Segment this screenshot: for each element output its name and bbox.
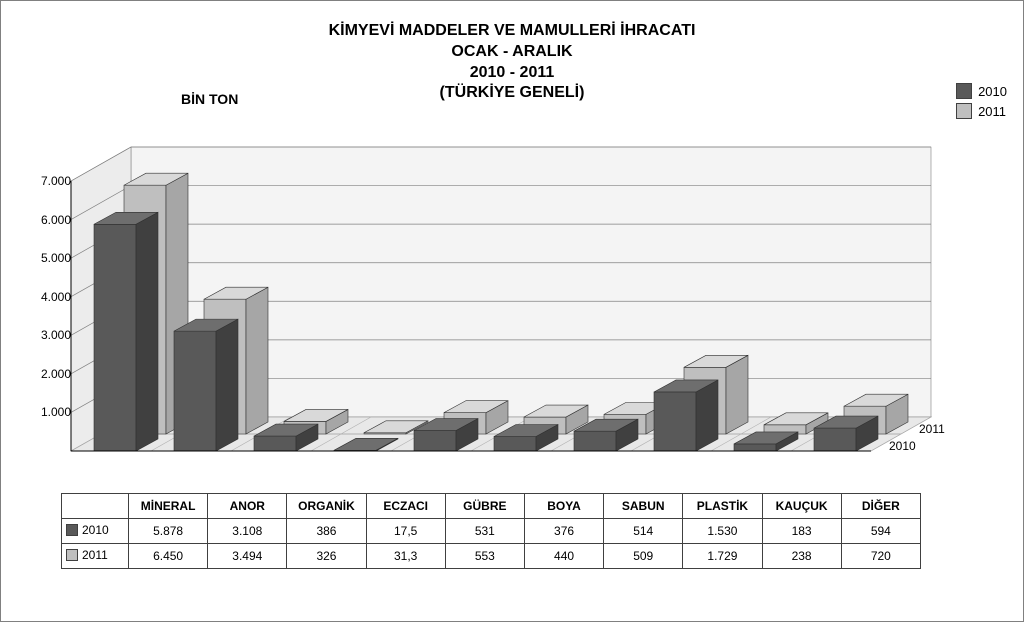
table-row-header: 2010 [62,519,129,544]
legend-item-2011: 2011 [956,103,1007,119]
table-cell: 3.494 [208,544,287,569]
table-row-header: 2011 [62,544,129,569]
table-cell: 3.108 [208,519,287,544]
table-col-header: ANOR [208,494,287,519]
table-col-header: BOYA [524,494,603,519]
table-cell: 238 [762,544,841,569]
table-cell: 509 [604,544,683,569]
table-col-header: ECZACI [366,494,445,519]
table-corner [62,494,129,519]
row-label: 2010 [82,523,109,537]
table-cell: 440 [524,544,603,569]
title-line-4: (TÜRKİYE GENELİ) [1,83,1023,104]
table-cell: 17,5 [366,519,445,544]
title-line-2: OCAK - ARALIK [1,42,1023,63]
chart-svg [61,151,961,471]
table-cell: 376 [524,519,603,544]
table-col-header: SABUN [604,494,683,519]
depth-axis-label-2010: 2010 [889,439,916,453]
table-cell: 1.530 [683,519,762,544]
title-line-3: 2010 - 2011 [1,63,1023,84]
chart-title: KİMYEVİ MADDELER VE MAMULLERİ İHRACATI O… [1,21,1023,104]
table-cell: 183 [762,519,841,544]
table-cell: 514 [604,519,683,544]
table-cell: 5.878 [129,519,208,544]
table-cell: 720 [841,544,920,569]
table-col-header: KAUÇUK [762,494,841,519]
table-col-header: MİNERAL [129,494,208,519]
table-cell: 1.729 [683,544,762,569]
table-col-header: ORGANİK [287,494,366,519]
table-cell: 31,3 [366,544,445,569]
legend-swatch-2010 [956,83,972,99]
legend-swatch-2011 [956,103,972,119]
table-cell: 386 [287,519,366,544]
table-col-header: GÜBRE [445,494,524,519]
legend-label-2011: 2011 [978,104,1006,119]
chart-page: KİMYEVİ MADDELER VE MAMULLERİ İHRACATI O… [0,0,1024,622]
table-row: 2010 5.8783.10838617,55313765141.53018359… [62,519,921,544]
table-cell: 6.450 [129,544,208,569]
table-cell: 594 [841,519,920,544]
legend: 2010 2011 [956,83,1007,123]
table-row: 2011 6.4503.49432631,35534405091.72923872… [62,544,921,569]
row-swatch [66,549,78,561]
chart-plot-area [61,151,961,471]
table-col-header: PLASTİK [683,494,762,519]
legend-item-2010: 2010 [956,83,1007,99]
table-cell: 553 [445,544,524,569]
data-table: MİNERALANORORGANİKECZACIGÜBREBOYASABUNPL… [61,493,921,569]
title-line-1: KİMYEVİ MADDELER VE MAMULLERİ İHRACATI [1,21,1023,42]
table-cell: 326 [287,544,366,569]
depth-axis-label-2011: 2011 [919,422,945,436]
row-label: 2011 [82,548,108,562]
legend-label-2010: 2010 [978,84,1007,99]
table-cell: 531 [445,519,524,544]
table-col-header: DİĞER [841,494,920,519]
y-axis-label: BİN TON [181,91,238,107]
row-swatch [66,524,78,536]
